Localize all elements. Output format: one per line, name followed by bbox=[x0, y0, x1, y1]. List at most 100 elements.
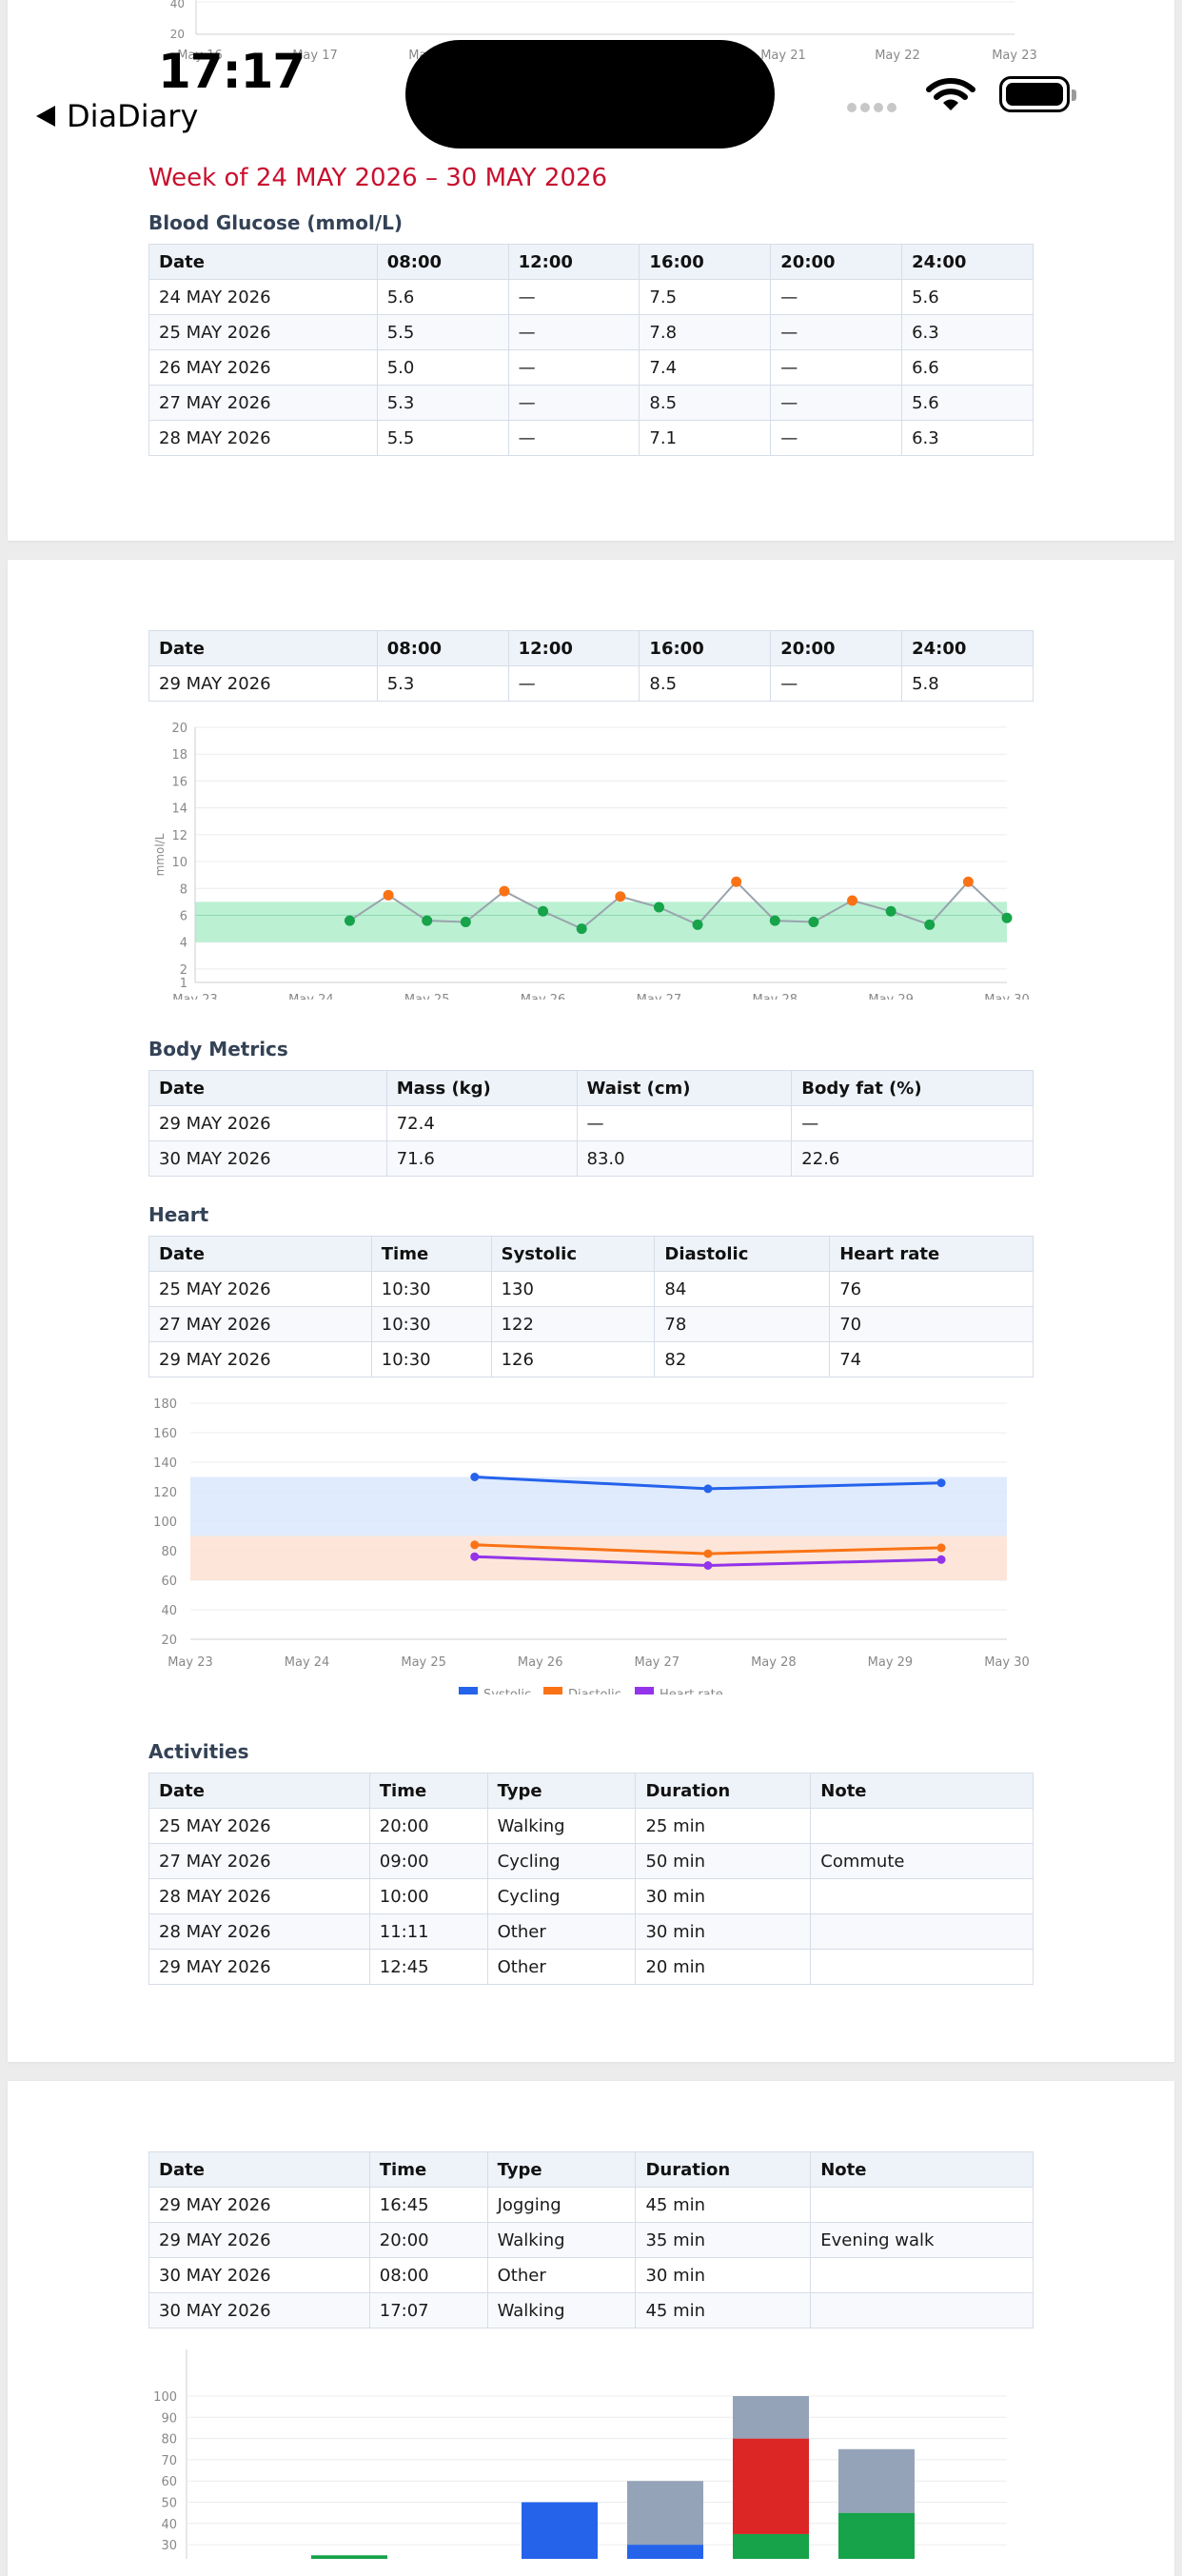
glucose-point bbox=[692, 919, 703, 930]
y-tick-label: 80 bbox=[161, 2433, 177, 2447]
column-header: 12:00 bbox=[507, 244, 640, 280]
table-cell: 25 MAY 2026 bbox=[148, 1808, 370, 1844]
table-cell: Cycling bbox=[486, 1843, 637, 1879]
table-header-row: Date Time Type Duration Note bbox=[148, 2151, 1034, 2188]
table-cell: 27 MAY 2026 bbox=[148, 385, 378, 421]
column-header: Type bbox=[486, 1773, 637, 1809]
x-tick-label: May 16 bbox=[177, 49, 223, 63]
series-point bbox=[703, 1561, 713, 1570]
column-header: Note bbox=[810, 2151, 1034, 2188]
table-cell: 5.5 bbox=[376, 420, 509, 456]
column-header: Mass (kg) bbox=[385, 1070, 578, 1106]
series-point bbox=[703, 1484, 713, 1494]
column-header: Note bbox=[810, 1773, 1034, 1809]
table-cell: 72.4 bbox=[385, 1105, 578, 1141]
body-metrics-title: Body Metrics bbox=[148, 1038, 288, 1060]
table-cell: 74 bbox=[829, 1341, 1034, 1377]
series-point bbox=[470, 1540, 480, 1550]
table-header-row: Date Time Systolic Diastolic Heart rate bbox=[148, 1236, 1034, 1272]
glucose-point bbox=[383, 889, 394, 901]
glucose-row: 25 MAY 2026 5.5—7.8—6.3 bbox=[148, 314, 1034, 350]
column-header: Type bbox=[486, 2151, 637, 2188]
table-cell: 25 min bbox=[635, 1808, 812, 1844]
table-cell: 11:11 bbox=[368, 1913, 488, 1950]
heart-title: Heart bbox=[148, 1203, 209, 1226]
glucose-section-title: Blood Glucose (mmol/L) bbox=[148, 211, 404, 234]
table-cell: 24 MAY 2026 bbox=[148, 279, 378, 315]
activity-row: 30 MAY 2026 17:07 Walking 45 min bbox=[148, 2292, 1034, 2328]
x-tick-label: May 26 bbox=[518, 1655, 563, 1670]
column-header: Date bbox=[148, 2151, 370, 2188]
column-header: 16:00 bbox=[639, 244, 772, 280]
table-cell: — bbox=[791, 1105, 1034, 1141]
bar-segment bbox=[733, 2533, 809, 2559]
series-point bbox=[936, 1543, 946, 1553]
table-cell: 5.6 bbox=[376, 279, 509, 315]
column-header: 08:00 bbox=[376, 630, 509, 666]
glucose-table-continued: Date 08:00 12:00 16:00 20:00 24:00 29 MAY 2026… bbox=[148, 630, 1034, 702]
table-cell: 22.6 bbox=[791, 1140, 1034, 1177]
table-cell: 10:30 bbox=[370, 1341, 492, 1377]
heart-row: 27 MAY 2026 10:30 122 78 70 bbox=[148, 1306, 1034, 1342]
table-cell: 35 min bbox=[635, 2222, 812, 2258]
x-tick-label: May 30 bbox=[984, 1655, 1030, 1670]
column-header: Time bbox=[370, 1236, 492, 1272]
x-tick-label: May 24 bbox=[288, 993, 334, 1000]
y-tick-label: 1 bbox=[180, 977, 187, 991]
glucose-point bbox=[731, 876, 742, 887]
x-tick-label: May 23 bbox=[167, 1655, 213, 1670]
table-cell bbox=[810, 2292, 1034, 2328]
table-cell bbox=[810, 1949, 1034, 1985]
table-cell: — bbox=[507, 665, 640, 702]
activity-row: 27 MAY 2026 09:00 Cycling 50 min Commute bbox=[148, 1843, 1034, 1879]
glucose-point bbox=[885, 905, 896, 917]
column-header: Date bbox=[148, 1236, 372, 1272]
table-cell: — bbox=[770, 420, 903, 456]
table-cell: 29 MAY 2026 bbox=[148, 1105, 387, 1141]
column-header: 24:00 bbox=[901, 630, 1034, 666]
table-cell: 6.6 bbox=[901, 349, 1034, 386]
table-cell: 30 min bbox=[635, 1878, 812, 1914]
y-tick-label: 100 bbox=[153, 1516, 177, 1530]
activity-bar-chart: 102030405060708090100 bbox=[153, 2349, 1007, 2559]
body-metrics-row: 29 MAY 2026 72.4— — bbox=[148, 1105, 1034, 1141]
table-cell: — bbox=[770, 279, 903, 315]
activities-title: Activities bbox=[148, 1740, 249, 1763]
table-cell: 78 bbox=[654, 1306, 831, 1342]
glucose-point bbox=[962, 876, 974, 887]
y-tick-label: 70 bbox=[161, 2454, 177, 2468]
reference-band bbox=[190, 1476, 1007, 1536]
y-tick-label: 20 bbox=[170, 28, 185, 41]
table-cell: 45 min bbox=[635, 2187, 812, 2223]
glucose-point bbox=[538, 905, 549, 917]
table-cell: Jogging bbox=[486, 2187, 637, 2223]
table-cell: Other bbox=[486, 1949, 637, 1985]
y-tick-label: 16 bbox=[171, 775, 187, 789]
legend-swatch bbox=[459, 1687, 478, 1694]
glucose-chart: 12 4 6 8 10 12 14 16 18 20 May 23 May 24 May 25 May 2… bbox=[153, 722, 1030, 1000]
glucose-point bbox=[924, 919, 936, 930]
table-header-row: Date 08:00 12:00 16:00 20:00 24:00 bbox=[148, 630, 1034, 666]
series-point bbox=[470, 1552, 480, 1561]
column-header: Waist (cm) bbox=[576, 1070, 793, 1106]
table-cell: — bbox=[770, 314, 903, 350]
x-tick-label: May 25 bbox=[401, 1655, 446, 1670]
table-cell: — bbox=[507, 349, 640, 386]
glucose-point bbox=[576, 923, 587, 935]
column-header: Duration bbox=[635, 2151, 812, 2188]
activity-row: 29 MAY 2026 20:00 Walking 35 min Evening wal… bbox=[148, 2222, 1034, 2258]
signal-dots-icon bbox=[847, 103, 896, 112]
activity-row: 28 MAY 2026 10:00 Cycling 30 min bbox=[148, 1878, 1034, 1914]
table-cell: 7.8 bbox=[639, 314, 772, 350]
table-cell: — bbox=[576, 1105, 793, 1141]
table-cell: 7.1 bbox=[639, 420, 772, 456]
table-cell: 5.0 bbox=[376, 349, 509, 386]
activities-table-continued: Date Time Type Duration Note 29 MAY 2026 16:45… bbox=[148, 2151, 1034, 2328]
column-header: Body fat (%) bbox=[791, 1070, 1034, 1106]
back-button[interactable]: DiaDiary bbox=[36, 95, 198, 137]
column-header: Duration bbox=[635, 1773, 812, 1809]
table-cell: — bbox=[507, 279, 640, 315]
table-cell: 30 min bbox=[635, 2257, 812, 2293]
wifi-icon bbox=[926, 78, 975, 110]
back-label: DiaDiary bbox=[67, 98, 199, 134]
